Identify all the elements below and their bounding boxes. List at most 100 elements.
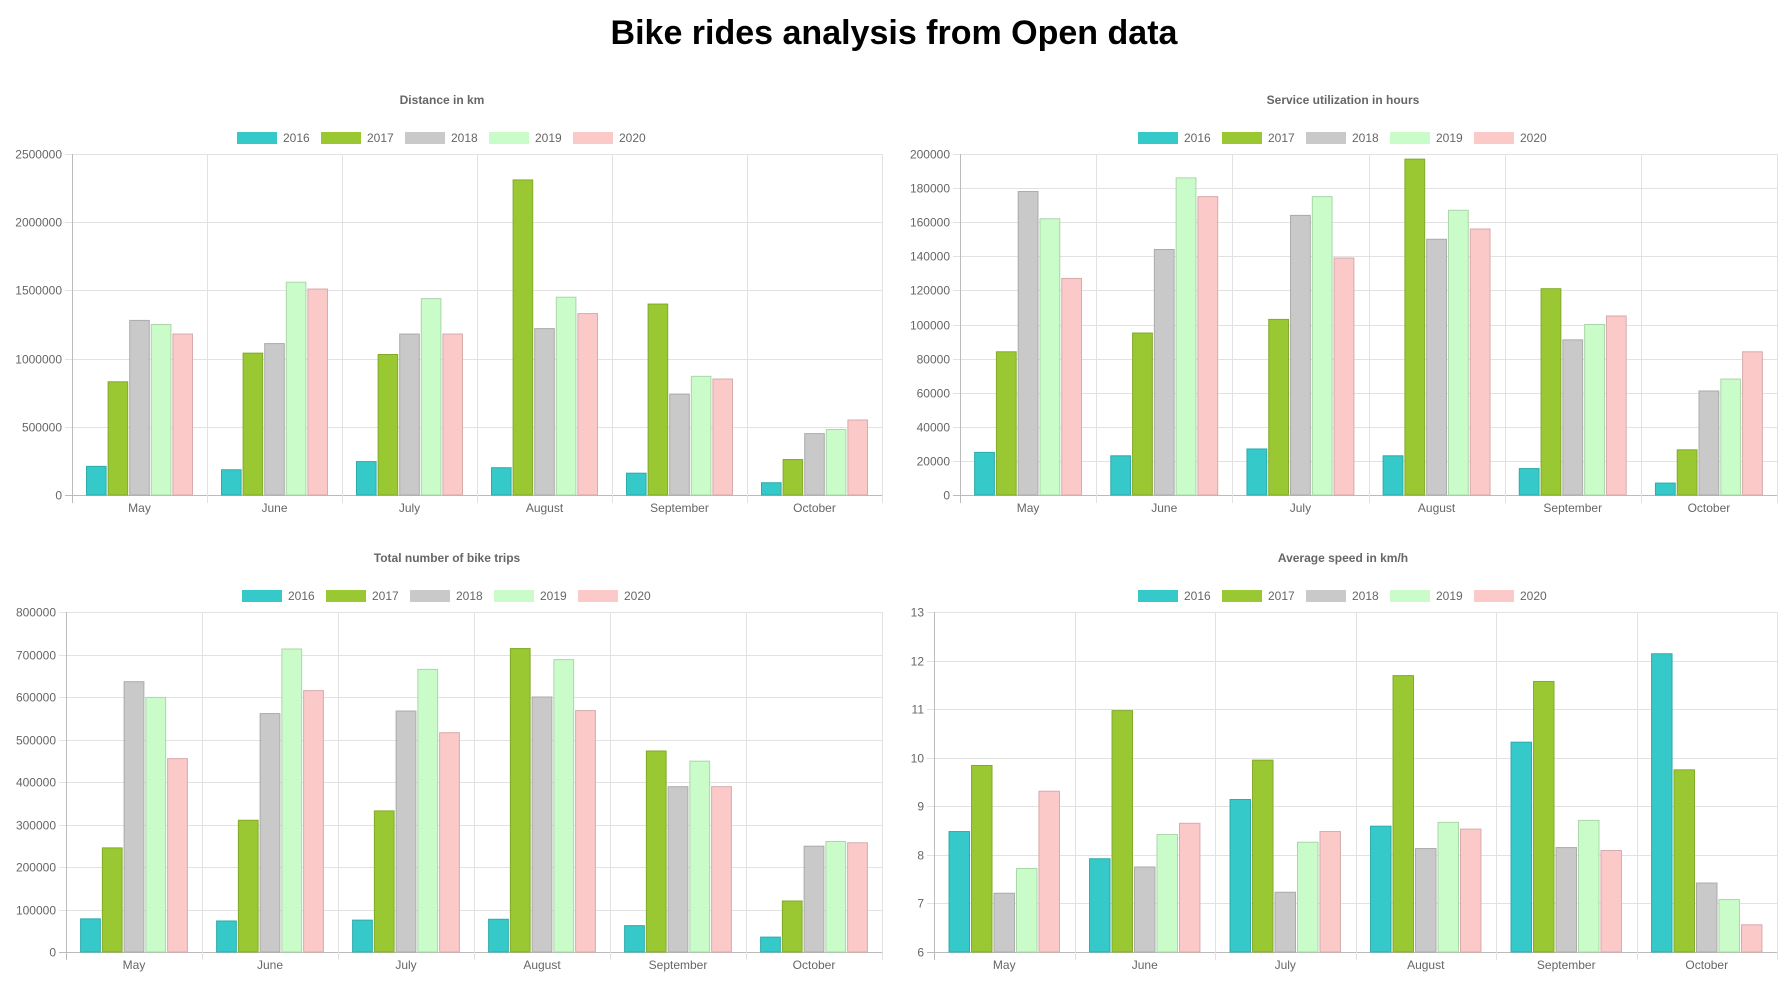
bar-2020-july[interactable] bbox=[1319, 831, 1341, 953]
bar-2016-august[interactable] bbox=[1382, 455, 1404, 496]
bar-2020-july[interactable] bbox=[439, 732, 460, 953]
bar-2020-august[interactable] bbox=[1459, 828, 1482, 953]
bar-2020-may[interactable] bbox=[167, 758, 188, 953]
bar-2020-september[interactable] bbox=[712, 378, 734, 496]
bar-2017-june[interactable] bbox=[1111, 710, 1134, 953]
bar-2017-october[interactable] bbox=[1676, 449, 1698, 496]
bar-2018-october[interactable] bbox=[804, 433, 825, 496]
bar-2019-may[interactable] bbox=[1039, 218, 1061, 496]
bar-2017-july[interactable] bbox=[1252, 759, 1274, 953]
bar-2018-july[interactable] bbox=[395, 710, 417, 953]
bar-2016-september[interactable] bbox=[624, 925, 645, 953]
bar-2018-september[interactable] bbox=[667, 786, 689, 953]
legend-item-2017[interactable]: 2017 bbox=[326, 589, 399, 603]
bar-2020-may[interactable] bbox=[1038, 790, 1060, 953]
bar-2020-july[interactable] bbox=[442, 333, 463, 496]
bar-2019-august[interactable] bbox=[1447, 209, 1469, 496]
bar-2016-september[interactable] bbox=[1510, 741, 1533, 953]
bar-2020-october[interactable] bbox=[847, 419, 869, 496]
bar-2018-september[interactable] bbox=[669, 393, 690, 496]
bar-2016-june[interactable] bbox=[221, 469, 242, 496]
legend-item-2019[interactable]: 2019 bbox=[494, 589, 567, 603]
legend-item-2016[interactable]: 2016 bbox=[242, 589, 315, 603]
bar-2016-may[interactable] bbox=[974, 451, 995, 496]
bar-2018-october[interactable] bbox=[803, 845, 825, 953]
bar-2019-may[interactable] bbox=[1015, 867, 1038, 953]
bar-2018-july[interactable] bbox=[1274, 891, 1296, 953]
bar-2016-july[interactable] bbox=[356, 461, 377, 496]
legend-item-2019[interactable]: 2019 bbox=[489, 131, 562, 145]
bar-2020-august[interactable] bbox=[575, 710, 596, 953]
legend-item-2019[interactable]: 2019 bbox=[1390, 589, 1463, 603]
bar-2017-may[interactable] bbox=[971, 764, 993, 953]
bar-2018-june[interactable] bbox=[259, 713, 281, 953]
bar-2017-july[interactable] bbox=[373, 810, 395, 953]
bar-2020-june[interactable] bbox=[303, 690, 324, 953]
bar-2017-august[interactable] bbox=[509, 648, 531, 953]
bar-2019-october[interactable] bbox=[1720, 378, 1742, 496]
bar-2016-october[interactable] bbox=[1654, 482, 1676, 496]
bar-2019-july[interactable] bbox=[417, 668, 439, 953]
bar-2017-september[interactable] bbox=[645, 750, 667, 953]
bar-2017-july[interactable] bbox=[1268, 318, 1290, 496]
bar-2018-june[interactable] bbox=[264, 343, 285, 496]
bar-2016-september[interactable] bbox=[626, 472, 647, 496]
legend-item-2017[interactable]: 2017 bbox=[321, 131, 394, 145]
bar-2017-june[interactable] bbox=[242, 352, 264, 496]
bar-2020-july[interactable] bbox=[1333, 257, 1355, 496]
bar-2017-september[interactable] bbox=[1533, 680, 1555, 953]
bar-2018-june[interactable] bbox=[1153, 248, 1175, 496]
bar-2020-september[interactable] bbox=[1605, 315, 1627, 496]
legend-item-2018[interactable]: 2018 bbox=[405, 131, 478, 145]
bar-2016-october[interactable] bbox=[761, 482, 782, 496]
bar-2017-september[interactable] bbox=[1540, 288, 1562, 496]
bar-2017-august[interactable] bbox=[512, 179, 534, 496]
bar-2016-june[interactable] bbox=[1110, 455, 1132, 496]
bar-2019-october[interactable] bbox=[825, 429, 847, 496]
legend-item-2020[interactable]: 2020 bbox=[1474, 131, 1547, 145]
legend-item-2019[interactable]: 2019 bbox=[1390, 131, 1463, 145]
bar-2018-september[interactable] bbox=[1555, 847, 1577, 953]
bar-2016-may[interactable] bbox=[86, 465, 107, 496]
bar-2016-october[interactable] bbox=[760, 936, 781, 953]
bar-2020-september[interactable] bbox=[711, 786, 732, 953]
bar-2017-may[interactable] bbox=[101, 847, 123, 953]
legend-item-2016[interactable]: 2016 bbox=[1138, 589, 1211, 603]
legend-item-2018[interactable]: 2018 bbox=[1306, 589, 1379, 603]
bar-2018-october[interactable] bbox=[1696, 882, 1718, 953]
bar-2020-october[interactable] bbox=[847, 842, 868, 953]
bar-2020-august[interactable] bbox=[577, 313, 599, 496]
bar-2017-october[interactable] bbox=[781, 900, 803, 953]
bar-2020-october[interactable] bbox=[1742, 351, 1763, 496]
bar-2017-june[interactable] bbox=[1132, 332, 1153, 496]
bar-2019-september[interactable] bbox=[1584, 324, 1605, 496]
bar-2016-may[interactable] bbox=[948, 831, 971, 953]
bar-2018-august[interactable] bbox=[534, 328, 555, 496]
bar-2016-may[interactable] bbox=[80, 918, 101, 953]
bar-2018-may[interactable] bbox=[993, 892, 1015, 953]
bar-2016-july[interactable] bbox=[1229, 798, 1252, 953]
bar-2016-august[interactable] bbox=[488, 918, 509, 953]
bar-2020-june[interactable] bbox=[1197, 196, 1219, 496]
bar-2019-may[interactable] bbox=[145, 696, 167, 953]
bar-2019-june[interactable] bbox=[281, 648, 303, 953]
bar-2020-october[interactable] bbox=[1740, 924, 1763, 953]
bar-2018-june[interactable] bbox=[1134, 866, 1156, 953]
bar-2020-may[interactable] bbox=[172, 333, 193, 496]
legend-item-2018[interactable]: 2018 bbox=[410, 589, 483, 603]
legend-item-2017[interactable]: 2017 bbox=[1222, 131, 1295, 145]
bar-2019-september[interactable] bbox=[1577, 819, 1600, 953]
bar-2018-august[interactable] bbox=[1415, 848, 1437, 953]
bar-2017-august[interactable] bbox=[1392, 675, 1415, 953]
bar-2017-october[interactable] bbox=[1673, 769, 1696, 953]
bar-2020-may[interactable] bbox=[1061, 277, 1083, 496]
bar-2017-june[interactable] bbox=[237, 819, 259, 953]
bar-2019-june[interactable] bbox=[285, 281, 307, 496]
bar-2017-october[interactable] bbox=[782, 459, 804, 496]
bar-2018-july[interactable] bbox=[1290, 214, 1311, 496]
bar-2016-june[interactable] bbox=[216, 920, 237, 953]
bar-2017-july[interactable] bbox=[377, 354, 399, 496]
legend-item-2020[interactable]: 2020 bbox=[1474, 589, 1547, 603]
bar-2020-june[interactable] bbox=[307, 288, 328, 496]
bar-2016-october[interactable] bbox=[1651, 653, 1673, 953]
